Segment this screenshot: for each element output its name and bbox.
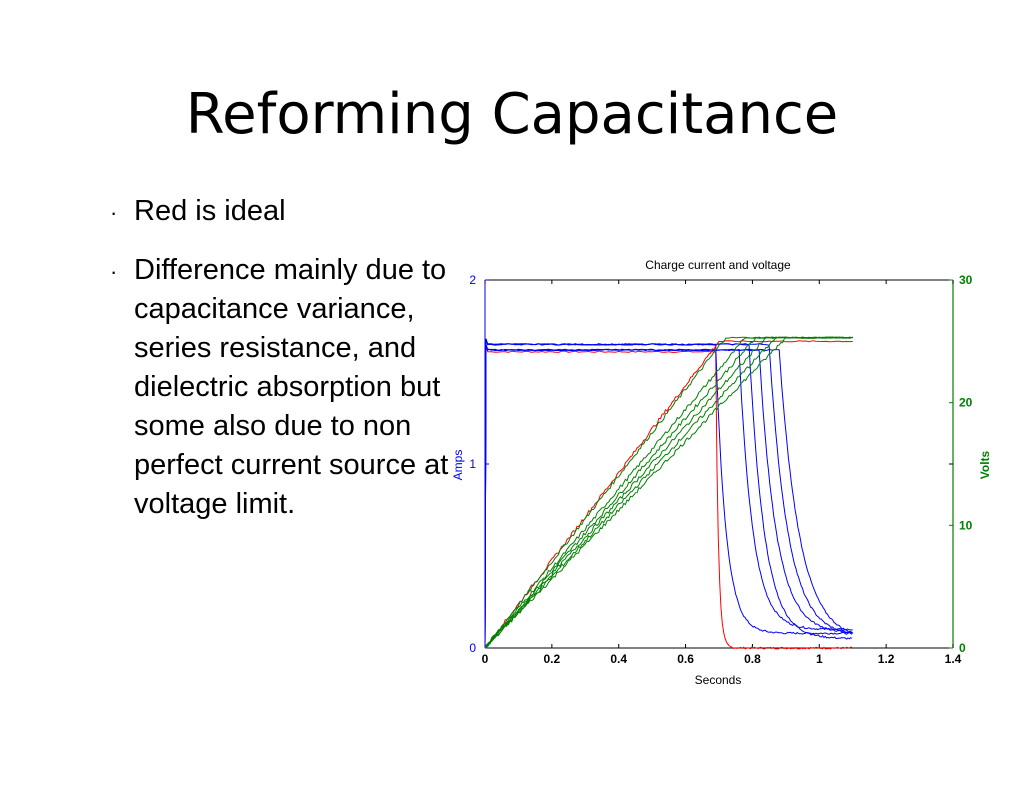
current-series-line — [484, 344, 853, 649]
voltage-series-line — [484, 336, 853, 649]
y-axis-label-right: Volts — [978, 450, 992, 479]
x-tick-label: 0.4 — [610, 652, 627, 666]
x-tick-label: 0.2 — [544, 652, 561, 666]
y-right-tick-label: 30 — [959, 273, 973, 287]
x-tick-label: 1.4 — [945, 652, 962, 666]
y-left-tick-label: 1 — [469, 457, 476, 471]
voltage-series-line — [484, 336, 853, 649]
bullet-text: Difference mainly due to capacitance var… — [134, 254, 449, 520]
current-series-line — [484, 338, 853, 649]
y-left-tick-label: 0 — [469, 641, 476, 655]
bullet-item: · Red is ideal — [110, 192, 450, 231]
x-tick-label: 1.2 — [878, 652, 895, 666]
x-tick-label: 0.8 — [744, 652, 761, 666]
x-tick-label: 1 — [816, 652, 823, 666]
slide-title: Reforming Capacitance — [185, 82, 839, 147]
bullet-dot: · — [110, 200, 118, 225]
y-axis-label-left: Amps — [451, 450, 465, 481]
current-series-line — [484, 344, 853, 649]
chart: Charge current and voltage Seconds Amps … — [440, 250, 1000, 700]
x-tick-label: 0.6 — [677, 652, 694, 666]
voltage-series-line — [484, 336, 853, 649]
current-series-line — [484, 338, 853, 649]
y-right-tick-label: 0 — [959, 641, 966, 655]
current-series-line — [484, 344, 854, 649]
current-series-line — [484, 338, 853, 649]
x-tick-label: 0 — [482, 652, 489, 666]
voltage-series-line — [484, 336, 853, 649]
chart-svg: Charge current and voltage Seconds Amps … — [451, 258, 992, 687]
voltage-series-line — [484, 336, 853, 649]
bullet-dot: · — [110, 259, 118, 284]
y-left-tick-label: 2 — [469, 273, 476, 287]
voltage-series-line — [484, 336, 853, 649]
bullet-text: Red is ideal — [134, 195, 286, 227]
y-right-tick-label: 20 — [959, 396, 973, 410]
bullet-item: · Difference mainly due to capacitance v… — [110, 251, 450, 524]
x-axis-label: Seconds — [695, 673, 742, 687]
chart-title: Charge current and voltage — [645, 258, 791, 272]
bullet-list: · Red is ideal · Difference mainly due t… — [110, 192, 450, 544]
voltage-series-line — [484, 340, 853, 649]
current-series-line — [484, 346, 853, 650]
y-right-tick-label: 10 — [959, 518, 973, 532]
